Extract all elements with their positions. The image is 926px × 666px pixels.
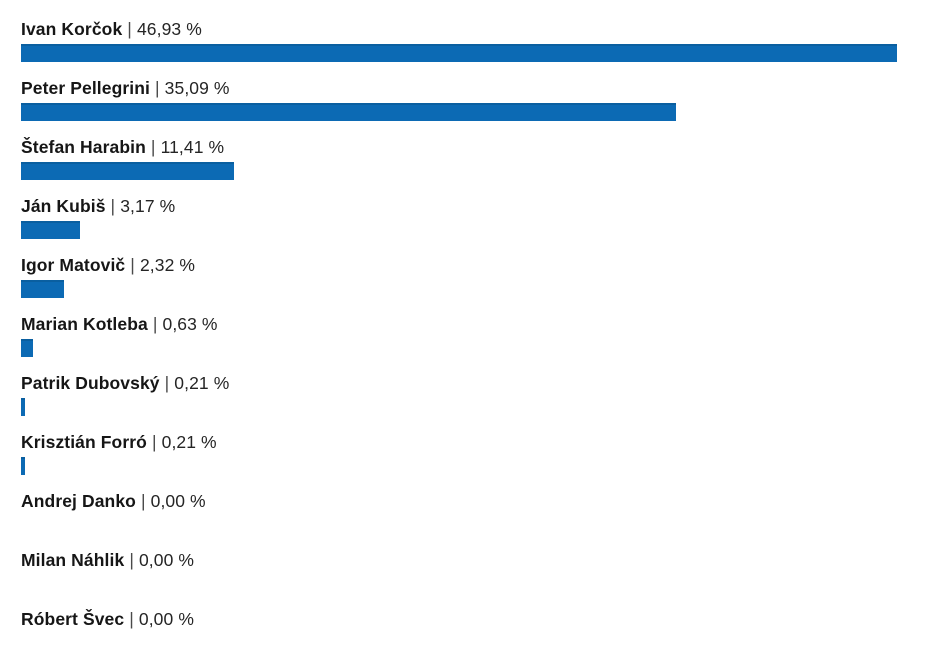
- election-results-bar-chart: Ivan Korčok | 46,93 % Peter Pellegrini | 35,…: [21, 17, 897, 629]
- label-separator: |: [129, 550, 134, 570]
- result-bar: [21, 398, 25, 416]
- label-separator: |: [164, 373, 170, 393]
- candidate-name: Milan Náhlik: [21, 550, 125, 570]
- result-label: Ján Kubiš | 3,17 %: [21, 194, 897, 218]
- result-label: Patrik Dubovský | 0,21 %: [21, 371, 897, 395]
- label-separator: |: [150, 137, 156, 157]
- percent-value: 0,00 %: [138, 609, 194, 629]
- bar-track: [21, 634, 897, 652]
- result-label: Marian Kotleba | 0,63 %: [21, 312, 897, 336]
- result-row: Krisztián Forró | 0,21 %: [21, 430, 897, 489]
- percent-value: 0,21 %: [161, 432, 217, 452]
- candidate-name: Andrej Danko: [21, 491, 136, 511]
- result-row: Andrej Danko | 0,00 %: [21, 489, 897, 548]
- candidate-name: Peter Pellegrini: [21, 78, 151, 98]
- percent-value: 0,63 %: [162, 314, 218, 334]
- result-bar: [21, 103, 676, 121]
- bar-track: [21, 103, 897, 121]
- percent-value: 2,32 %: [139, 255, 196, 275]
- result-row: Igor Matovič | 2,32 %: [21, 253, 897, 312]
- result-row: Milan Náhlik | 0,00 %: [21, 548, 897, 607]
- result-row: Róbert Švec | 0,00 %: [21, 607, 897, 666]
- percent-value: 35,09 %: [164, 78, 230, 98]
- result-bar: [21, 221, 81, 239]
- result-bar: [21, 162, 234, 180]
- result-label: Peter Pellegrini | 35,09 %: [21, 76, 897, 100]
- label-separator: |: [129, 609, 134, 629]
- label-separator: |: [140, 491, 146, 511]
- result-bar: [21, 280, 65, 298]
- result-bar: [21, 339, 33, 357]
- result-label: Ivan Korčok | 46,93 %: [21, 17, 897, 41]
- result-row: Marian Kotleba | 0,63 %: [21, 312, 897, 371]
- label-separator: |: [130, 255, 135, 275]
- bar-track: [21, 44, 897, 62]
- label-separator: |: [152, 314, 158, 334]
- candidate-name: Patrik Dubovský: [21, 373, 160, 393]
- result-row: Štefan Harabin | 11,41 %: [21, 135, 897, 194]
- result-label: Róbert Švec | 0,00 %: [21, 607, 897, 631]
- label-separator: |: [155, 78, 160, 98]
- result-row: Ivan Korčok | 46,93 %: [21, 17, 897, 76]
- result-row: Peter Pellegrini | 35,09 %: [21, 76, 897, 135]
- result-row: Ján Kubiš | 3,17 %: [21, 194, 897, 253]
- label-separator: |: [151, 432, 157, 452]
- label-separator: |: [110, 196, 116, 216]
- candidate-name: Igor Matovič: [21, 255, 126, 275]
- bar-track: [21, 280, 897, 298]
- candidate-name: Štefan Harabin: [21, 137, 146, 157]
- bar-track: [21, 516, 897, 534]
- result-label: Krisztián Forró | 0,21 %: [21, 430, 897, 454]
- bar-track: [21, 221, 897, 239]
- result-bar: [21, 44, 897, 62]
- percent-value: 0,21 %: [174, 373, 230, 393]
- percent-value: 0,00 %: [150, 491, 206, 511]
- result-label: Štefan Harabin | 11,41 %: [21, 135, 897, 159]
- bar-track: [21, 339, 897, 357]
- result-label: Igor Matovič | 2,32 %: [21, 253, 897, 277]
- candidate-name: Ján Kubiš: [21, 196, 106, 216]
- candidate-name: Róbert Švec: [21, 609, 125, 629]
- result-bar: [21, 457, 25, 475]
- result-label: Andrej Danko | 0,00 %: [21, 489, 897, 513]
- label-separator: |: [127, 19, 132, 39]
- result-label: Milan Náhlik | 0,00 %: [21, 548, 897, 572]
- percent-value: 46,93 %: [136, 19, 202, 39]
- candidate-name: Krisztián Forró: [21, 432, 147, 452]
- candidate-name: Ivan Korčok: [21, 19, 123, 39]
- candidate-name: Marian Kotleba: [21, 314, 148, 334]
- bar-track: [21, 162, 897, 180]
- result-row: Patrik Dubovský | 0,21 %: [21, 371, 897, 430]
- percent-value: 11,41 %: [160, 137, 225, 157]
- bar-track: [21, 457, 897, 475]
- bar-track: [21, 398, 897, 416]
- bar-track: [21, 575, 897, 593]
- percent-value: 3,17 %: [120, 196, 176, 216]
- percent-value: 0,00 %: [138, 550, 195, 570]
